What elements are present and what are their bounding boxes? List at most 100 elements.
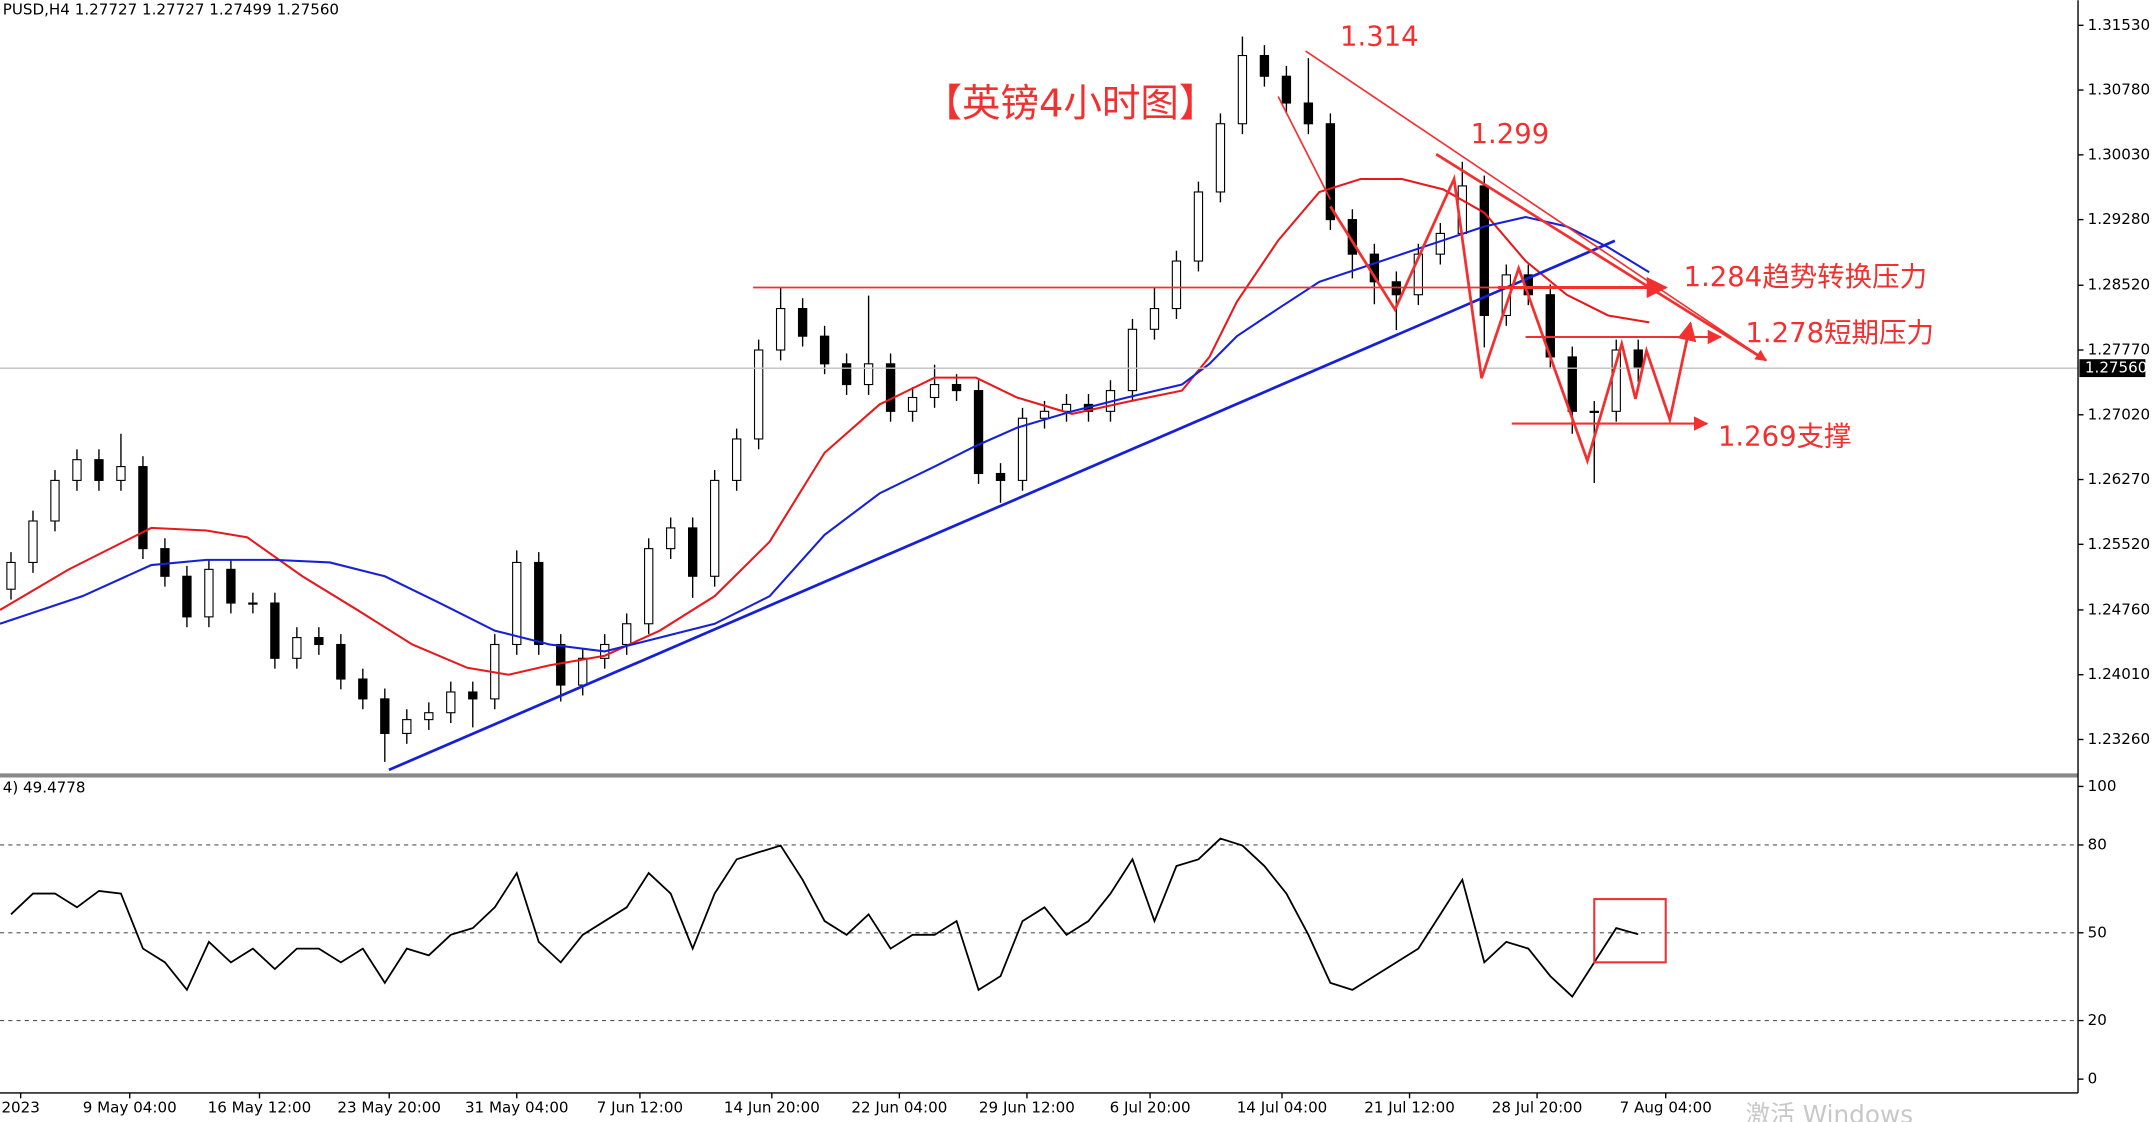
rsi-header: 4) 49.4778 <box>3 778 86 796</box>
candle-body <box>1259 54 1270 77</box>
x-tick-label: 7 Jun 12:00 <box>597 1098 683 1116</box>
candle-body <box>1303 102 1314 125</box>
candle-body <box>94 459 104 481</box>
watermark: 激活 Windows <box>1745 1100 1913 1122</box>
x-tick-label: 14 Jun 20:00 <box>724 1098 820 1116</box>
annotation: 1.278短期压力 <box>1745 317 1934 349</box>
rsi-line <box>10 837 1639 998</box>
candle-body <box>1193 191 1204 262</box>
candle-body <box>666 527 676 550</box>
y-tick-label: 1.27020 <box>2088 405 2150 423</box>
path-line <box>1277 96 1332 200</box>
y-tick-label: 1.27770 <box>2088 341 2150 359</box>
candle-body <box>72 459 82 481</box>
candle-body <box>1281 75 1292 104</box>
x-tick-label: 9 May 04:00 <box>83 1098 177 1116</box>
y-tick-label: 1.23260 <box>2088 730 2150 748</box>
candle-body <box>270 602 280 659</box>
resistance-line <box>1305 50 1768 362</box>
resistance-line-bold <box>1435 153 1767 362</box>
candle-body <box>182 575 192 618</box>
moving-average <box>0 215 1650 653</box>
x-tick-label: 6 Jul 20:00 <box>1110 1098 1191 1116</box>
candle-body <box>775 308 786 351</box>
candle-body <box>1171 260 1182 310</box>
candle-body <box>578 657 588 686</box>
candle-body <box>644 548 654 625</box>
candle-body <box>1061 403 1072 412</box>
rsi-pane: 100 80 50 20 0 2023 9 May 04:00 16 May 12:00 23 … <box>0 777 2117 1116</box>
candle-body <box>468 691 478 700</box>
candle-body <box>1149 308 1160 330</box>
candle-body <box>863 363 874 386</box>
moving-average <box>0 177 1650 676</box>
candle-body <box>358 678 368 700</box>
candle-body <box>336 643 346 680</box>
x-tick-label: 16 May 12:00 <box>208 1098 312 1116</box>
y-tick-label: 1.31530 <box>2088 16 2150 34</box>
candle-body <box>929 384 940 399</box>
candle-body <box>1435 232 1446 255</box>
candle-body <box>292 637 302 659</box>
x-tick-label: 31 May 04:00 <box>465 1098 569 1116</box>
candle-body <box>1413 253 1424 296</box>
projection-path <box>1329 174 1697 466</box>
last-price-label: 1.27560 <box>2085 359 2147 377</box>
trendline <box>388 239 1616 772</box>
x-tick-label: 7 Aug 04:00 <box>1620 1098 1712 1116</box>
candle-body <box>1479 185 1489 317</box>
candle-body <box>731 438 742 481</box>
candle-body <box>1017 417 1028 481</box>
x-tick-label: 21 Jul 12:00 <box>1364 1098 1455 1116</box>
candle-body <box>1325 123 1336 221</box>
x-tick-label: 29 Jun 12:00 <box>979 1098 1075 1116</box>
candle-body <box>841 363 852 386</box>
x-tick-label: 2023 <box>1 1098 39 1116</box>
candle-body <box>1215 123 1226 193</box>
symbol-header: PUSD,H4 1.27727 1.27727 1.27499 1.27560 <box>3 0 339 18</box>
rsi-highlight-box <box>1593 898 1667 964</box>
y-tick-label: 1.24010 <box>2088 665 2150 683</box>
candle-body <box>424 712 434 721</box>
candle-body <box>797 308 808 337</box>
y-tick-label: 1.24760 <box>2088 600 2150 618</box>
y-tick-label: 1.30030 <box>2088 145 2150 163</box>
price-pane: 1.23260 1.24010 1.24760 1.25520 1.26270 1.270… <box>0 16 2150 762</box>
candle-body <box>28 520 38 563</box>
candle-body <box>1237 54 1248 125</box>
candle-body <box>709 479 720 577</box>
x-tick-label: 23 May 20:00 <box>337 1098 441 1116</box>
y-tick-label: 1.28520 <box>2088 276 2150 294</box>
candle-body <box>116 466 126 481</box>
candle-body <box>1127 328 1138 392</box>
annotation: 1.269支撑 <box>1718 420 1852 452</box>
candle-body <box>819 335 830 365</box>
candle-body <box>314 637 324 646</box>
annotation: 1.299 <box>1471 118 1550 150</box>
x-tick-label: 28 Jul 20:00 <box>1492 1098 1583 1116</box>
annotation: 1.314 <box>1340 20 1419 52</box>
candle-body <box>1567 356 1577 412</box>
y-tick-label: 0 <box>2088 1070 2098 1088</box>
candle-body <box>973 390 984 475</box>
candle-body <box>995 472 1006 481</box>
y-tick-label: 20 <box>2088 1011 2107 1029</box>
candle-body <box>226 568 236 604</box>
y-tick-label: 100 <box>2088 777 2117 795</box>
y-tick-label: 1.29280 <box>2088 210 2150 228</box>
candle-body <box>951 384 962 392</box>
y-tick-label: 1.30780 <box>2088 81 2150 99</box>
last-price-box <box>2079 359 2146 378</box>
candle-body <box>446 691 456 714</box>
annotation: 1.284趋势转换压力 <box>1684 261 1927 293</box>
candle-body <box>1633 349 1643 369</box>
drawings: PUSD,H4 1.27727 1.27727 1.27499 1.27560 … <box>0 0 2079 1122</box>
x-tick-label: 14 Jul 04:00 <box>1237 1098 1328 1116</box>
candle-body <box>907 396 918 412</box>
candle-body <box>622 623 632 646</box>
candle-body <box>380 698 390 734</box>
candle-body <box>248 602 258 605</box>
candle-body <box>534 561 544 646</box>
